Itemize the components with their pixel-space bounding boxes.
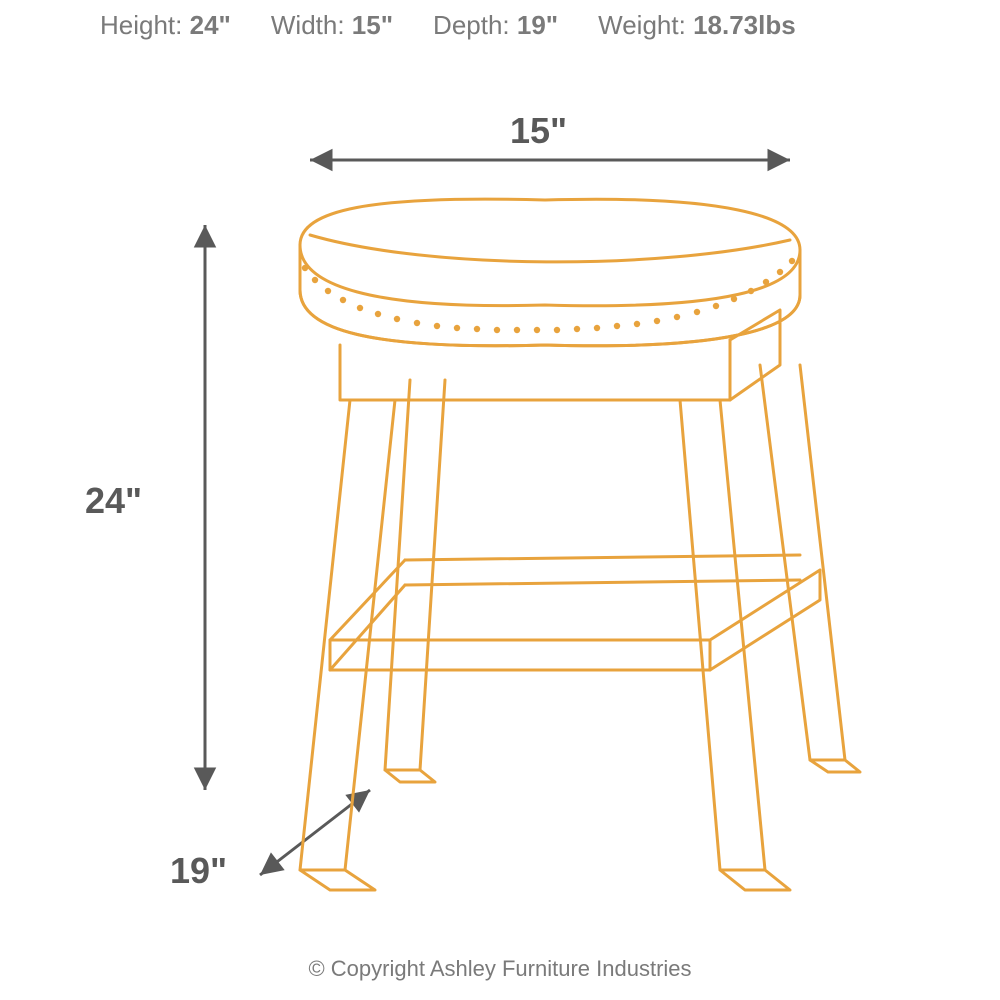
dimension-arrows	[205, 160, 790, 875]
diagram-canvas	[0, 0, 1000, 1000]
stool-drawing	[300, 199, 860, 890]
leg-back-left	[385, 380, 445, 782]
seat-saddle-line	[310, 235, 790, 262]
leg-back-right	[760, 365, 860, 772]
leg-front-left	[300, 400, 395, 890]
apron-front	[340, 340, 730, 400]
stretchers	[330, 555, 820, 670]
